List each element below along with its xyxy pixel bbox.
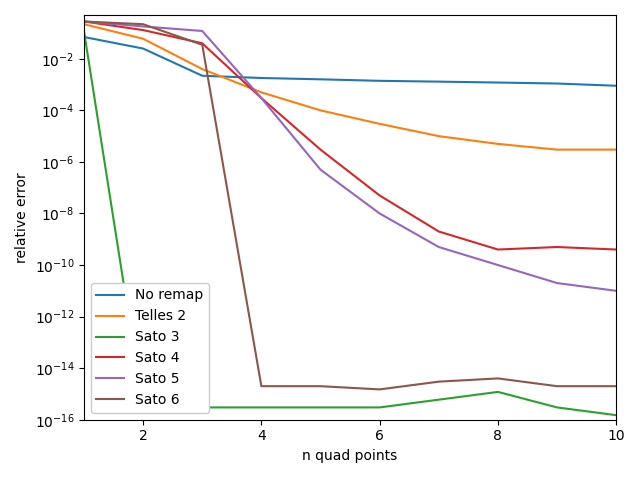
Line: Sato 6: Sato 6 xyxy=(84,22,616,390)
Sato 4 xyxy=(140,27,147,33)
Sato 6 xyxy=(435,379,443,384)
Sato 4 xyxy=(435,228,443,234)
No remap xyxy=(553,81,561,87)
No remap xyxy=(257,75,265,81)
Sato 3 xyxy=(435,397,443,402)
Sato 3 xyxy=(140,404,147,410)
Sato 6 xyxy=(376,387,383,392)
Telles 2 xyxy=(612,147,620,152)
Sato 3 xyxy=(376,404,383,410)
Line: Sato 4: Sato 4 xyxy=(84,22,616,250)
Sato 3 xyxy=(494,389,502,395)
Sato 3 xyxy=(80,28,88,34)
Line: Sato 5: Sato 5 xyxy=(84,22,616,291)
Sato 3 xyxy=(198,404,206,410)
Sato 5 xyxy=(80,19,88,24)
Sato 6 xyxy=(553,383,561,389)
No remap xyxy=(494,80,502,86)
Sato 3 xyxy=(317,404,324,410)
Telles 2 xyxy=(553,147,561,152)
Sato 5 xyxy=(198,28,206,34)
Sato 5 xyxy=(494,262,502,268)
Y-axis label: relative error: relative error xyxy=(15,172,29,263)
Telles 2 xyxy=(198,66,206,72)
Sato 5 xyxy=(553,280,561,286)
Sato 4 xyxy=(198,41,206,46)
No remap xyxy=(198,73,206,78)
Sato 6 xyxy=(494,376,502,381)
Sato 3 xyxy=(612,413,620,418)
Sato 6 xyxy=(257,383,265,389)
Telles 2 xyxy=(435,133,443,139)
Sato 4 xyxy=(257,95,265,101)
Telles 2 xyxy=(80,22,88,27)
Sato 5 xyxy=(612,288,620,293)
Sato 4 xyxy=(612,247,620,252)
No remap xyxy=(140,46,147,52)
Telles 2 xyxy=(257,89,265,95)
Sato 4 xyxy=(553,244,561,250)
No remap xyxy=(612,83,620,88)
Sato 5 xyxy=(257,95,265,101)
X-axis label: n quad points: n quad points xyxy=(303,449,397,463)
Sato 4 xyxy=(376,193,383,198)
Sato 4 xyxy=(494,247,502,252)
Sato 5 xyxy=(435,244,443,250)
Sato 6 xyxy=(317,383,324,389)
Telles 2 xyxy=(140,36,147,42)
Sato 5 xyxy=(140,23,147,29)
No remap xyxy=(376,78,383,84)
Sato 6 xyxy=(612,383,620,389)
Line: No remap: No remap xyxy=(84,37,616,86)
Sato 3 xyxy=(553,404,561,410)
Line: Telles 2: Telles 2 xyxy=(84,24,616,150)
Sato 6 xyxy=(140,22,147,27)
Telles 2 xyxy=(317,108,324,113)
Sato 5 xyxy=(317,167,324,173)
Sato 4 xyxy=(80,19,88,24)
Sato 5 xyxy=(376,211,383,217)
No remap xyxy=(435,79,443,85)
Sato 6 xyxy=(198,42,206,48)
Sato 3 xyxy=(257,404,265,410)
No remap xyxy=(317,76,324,82)
Sato 4 xyxy=(317,147,324,152)
Legend: No remap, Telles 2, Sato 3, Sato 4, Sato 5, Sato 6: No remap, Telles 2, Sato 3, Sato 4, Sato… xyxy=(91,283,209,413)
Telles 2 xyxy=(376,121,383,127)
No remap xyxy=(80,34,88,40)
Sato 6 xyxy=(80,19,88,24)
Telles 2 xyxy=(494,141,502,147)
Line: Sato 3: Sato 3 xyxy=(84,31,616,415)
